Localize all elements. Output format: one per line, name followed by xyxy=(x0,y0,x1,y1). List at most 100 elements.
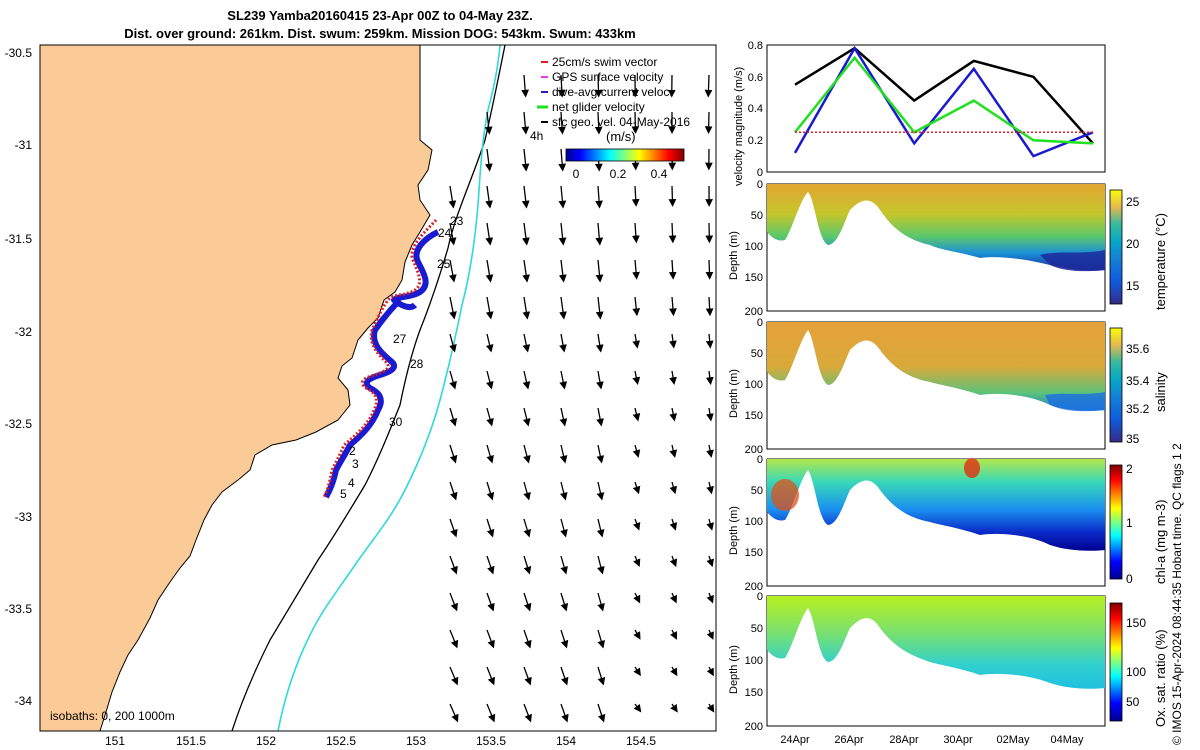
svg-text:200: 200 xyxy=(745,581,763,593)
figure-title-line1: SL239 Yamba20160415 23-Apr 00Z to 04-May… xyxy=(227,8,533,23)
current-arrow xyxy=(669,555,678,568)
svg-text:35: 35 xyxy=(1126,432,1140,446)
time-axis: 24Apr 26Apr 28Apr 30Apr 02May 04May xyxy=(780,734,1084,746)
current-arrow xyxy=(633,555,641,568)
current-arrow xyxy=(449,333,457,353)
svg-text:26Apr: 26Apr xyxy=(834,734,864,746)
colorbar-tick: 0.2 xyxy=(610,167,627,181)
velocity-series-line xyxy=(794,55,1094,145)
lon-tick: 152.5 xyxy=(326,734,356,748)
day-label: 3 xyxy=(352,457,359,471)
current-arrow xyxy=(596,370,604,390)
depth-label-temperature: Depth (m) xyxy=(728,231,740,280)
current-arrow xyxy=(669,333,677,349)
current-arrow xyxy=(597,592,605,612)
svg-text:100: 100 xyxy=(745,379,763,391)
current-arrow xyxy=(595,333,604,353)
svg-text:35.4: 35.4 xyxy=(1126,374,1150,388)
day-label: 25 xyxy=(437,257,451,271)
salinity-label: salinity xyxy=(1153,372,1168,412)
svg-text:50: 50 xyxy=(751,210,763,222)
current-arrow xyxy=(668,222,677,244)
current-arrow xyxy=(706,407,714,422)
current-arrow xyxy=(560,555,568,575)
current-arrow xyxy=(523,703,532,723)
current-arrow xyxy=(522,407,531,427)
map-legend: 25cm/s swim vector GPS surface velocity … xyxy=(530,55,690,181)
lat-tick: -31 xyxy=(15,138,33,152)
current-arrow xyxy=(705,370,714,386)
svg-text:150: 150 xyxy=(745,272,763,284)
current-arrow xyxy=(484,111,493,135)
current-arrow xyxy=(595,296,604,320)
lon-tick: 154 xyxy=(556,734,576,748)
vel-ytick: 0.2 xyxy=(748,135,763,147)
current-arrow xyxy=(522,259,530,283)
day-label: 28 xyxy=(410,357,424,371)
current-arrow xyxy=(669,444,678,458)
velocity-panel: 0 0.2 0.4 0.6 0.8 xyxy=(748,40,1106,179)
current-arrow xyxy=(521,148,530,172)
current-arrow xyxy=(486,629,495,649)
legend-label: GPS surface velocity xyxy=(552,70,663,84)
current-arrow xyxy=(560,518,568,538)
current-arrow xyxy=(449,555,458,575)
current-arrow xyxy=(596,444,605,464)
svg-text:200: 200 xyxy=(745,306,763,318)
lon-tick: 151.5 xyxy=(176,734,206,748)
current-arrow xyxy=(486,481,495,501)
oxygen-label: Ox. sat. ratio (%) xyxy=(1153,629,1168,727)
lon-tick: 153 xyxy=(406,734,426,748)
current-arrow xyxy=(522,370,531,390)
current-arrow xyxy=(559,333,567,353)
svg-text:50: 50 xyxy=(751,348,763,360)
current-arrow xyxy=(522,296,531,320)
svg-text:150: 150 xyxy=(745,547,763,559)
current-arrow xyxy=(633,703,642,713)
current-arrow xyxy=(670,703,678,713)
day-label: 4 xyxy=(348,476,355,490)
svg-text:0: 0 xyxy=(757,591,763,603)
current-arrow xyxy=(486,592,495,612)
current-arrow xyxy=(449,518,458,538)
current-arrow xyxy=(448,259,457,283)
current-arrow xyxy=(522,333,531,353)
current-arrow xyxy=(560,629,569,649)
current-arrow xyxy=(521,74,530,98)
chla-colorbar xyxy=(1109,464,1123,580)
current-arrow xyxy=(523,555,532,575)
svg-text:50: 50 xyxy=(751,623,763,635)
depth-label-salinity: Depth (m) xyxy=(728,369,740,418)
current-arrow xyxy=(706,703,715,713)
current-arrow xyxy=(557,74,566,98)
colorbar-tick: 0.4 xyxy=(651,167,668,181)
lon-tick: 151 xyxy=(105,734,125,748)
current-arrow xyxy=(521,111,530,135)
current-arrow xyxy=(523,592,532,612)
current-arrow xyxy=(632,518,641,531)
current-arrow xyxy=(669,481,678,495)
current-arrow xyxy=(449,407,458,427)
lon-tick: 154.5 xyxy=(626,734,656,748)
colorbar-corner-label: 4h xyxy=(530,129,543,143)
colorbar-ticks: 25 20 15 35.6 35.4 35.2 35 2 1 0 150 100… xyxy=(1126,195,1150,709)
temperature-colorbar xyxy=(1109,189,1123,305)
current-arrow xyxy=(486,666,496,686)
current-arrow xyxy=(486,407,494,427)
current-arrow xyxy=(669,407,677,422)
current-arrow xyxy=(632,481,641,495)
lon-tick: 153.5 xyxy=(476,734,506,748)
svg-text:02May: 02May xyxy=(996,734,1030,746)
svg-text:28Apr: 28Apr xyxy=(889,734,919,746)
svg-text:150: 150 xyxy=(745,410,763,422)
day-label: 2 xyxy=(349,444,356,458)
speed-colorbar xyxy=(565,148,685,162)
current-arrow xyxy=(632,296,641,317)
current-arrow xyxy=(486,518,495,538)
current-arrow xyxy=(559,370,568,390)
current-arrows xyxy=(448,74,715,723)
current-arrow xyxy=(706,666,714,677)
current-arrow xyxy=(449,703,459,723)
figure-title-line2: Dist. over ground: 261km. Dist. swum: 25… xyxy=(124,26,636,41)
